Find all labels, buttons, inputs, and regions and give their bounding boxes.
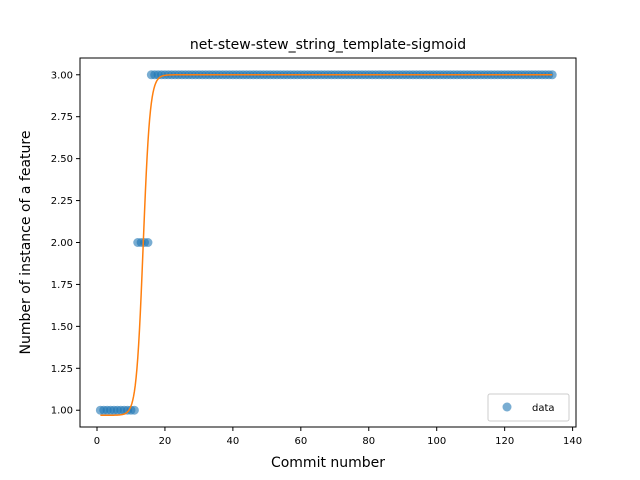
x-tick-label: 40	[227, 436, 240, 447]
chart-title: net-stew-stew_string_template-sigmoid	[190, 37, 466, 53]
y-axis-ticks: 1.00 1.25 1.50 1.75 2.00 2.25 2.50 2.75 3.00	[51, 70, 80, 417]
y-tick-label: 2.00	[51, 238, 73, 249]
x-axis-ticks: 0 20 40 60 80 100 120 140	[94, 427, 582, 447]
x-tick-label: 60	[294, 436, 307, 447]
y-tick-label: 1.00	[51, 406, 73, 417]
legend-box	[487, 393, 570, 422]
legend: data	[487, 393, 570, 422]
plot-frame	[79, 57, 577, 428]
legend-marker-data	[502, 402, 512, 412]
y-tick-label: 2.50	[51, 154, 73, 165]
sigmoid-fit-line	[100, 74, 553, 417]
x-tick-label: 120	[495, 436, 514, 447]
x-tick-label: 80	[362, 436, 375, 447]
data-point	[143, 238, 153, 247]
legend-label-data: data	[532, 403, 555, 414]
y-tick-label: 2.75	[51, 112, 73, 123]
x-tick-label: 100	[427, 436, 446, 447]
y-tick-label: 1.75	[51, 280, 73, 291]
data-point	[129, 405, 139, 415]
y-tick-label: 1.25	[51, 364, 73, 375]
x-tick-label: 140	[563, 436, 582, 447]
x-tick-label: 20	[159, 436, 172, 447]
y-tick-label: 2.25	[51, 196, 73, 207]
x-tick-label: 0	[94, 436, 100, 447]
y-tick-label: 3.00	[51, 70, 73, 81]
y-axis-label: Number of instance of a feature	[18, 131, 34, 355]
x-axis-label: Commit number	[271, 455, 385, 471]
plot-area	[95, 70, 557, 417]
y-tick-label: 1.50	[51, 322, 73, 333]
